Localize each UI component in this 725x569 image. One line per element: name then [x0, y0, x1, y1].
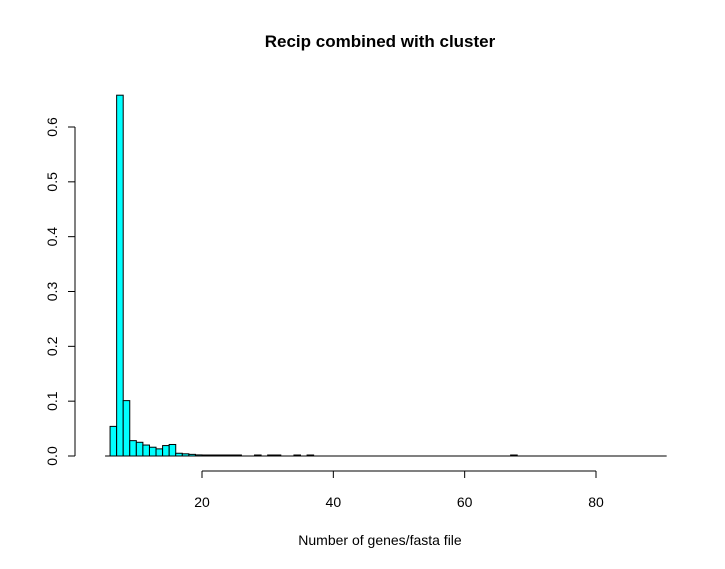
histogram-bar [122, 400, 131, 457]
x-axis: 20 40 60 80 [194, 470, 604, 510]
y-tick-label: 0.3 [44, 282, 60, 302]
histogram-bar [142, 444, 150, 457]
y-tick-label: 0.6 [44, 117, 60, 137]
x-axis-label: Number of genes/fasta file [298, 532, 462, 548]
histogram-bar [148, 446, 157, 457]
histogram-bar [155, 448, 164, 457]
x-tick-label: 80 [588, 494, 604, 510]
histogram-bar [135, 441, 144, 457]
chart-title: Recip combined with cluster [265, 32, 496, 51]
histogram-bar [129, 440, 137, 457]
x-tick-label: 60 [457, 494, 473, 510]
y-tick-label: 0.1 [44, 391, 60, 411]
y-axis: 0.0 0.1 0.2 0.3 0.4 0.5 0.6 [44, 117, 76, 466]
histogram-bar [116, 94, 124, 457]
histogram-bar [168, 443, 177, 457]
bars-group [109, 94, 518, 457]
histogram-bar [162, 445, 170, 457]
y-tick-label: 0.0 [44, 446, 60, 466]
x-tick-label: 40 [326, 494, 342, 510]
x-tick-label: 20 [194, 494, 210, 510]
y-tick-label: 0.4 [44, 227, 60, 247]
y-tick-label: 0.2 [44, 336, 60, 356]
y-tick-label: 0.5 [44, 172, 60, 192]
histogram-bar [109, 425, 118, 457]
